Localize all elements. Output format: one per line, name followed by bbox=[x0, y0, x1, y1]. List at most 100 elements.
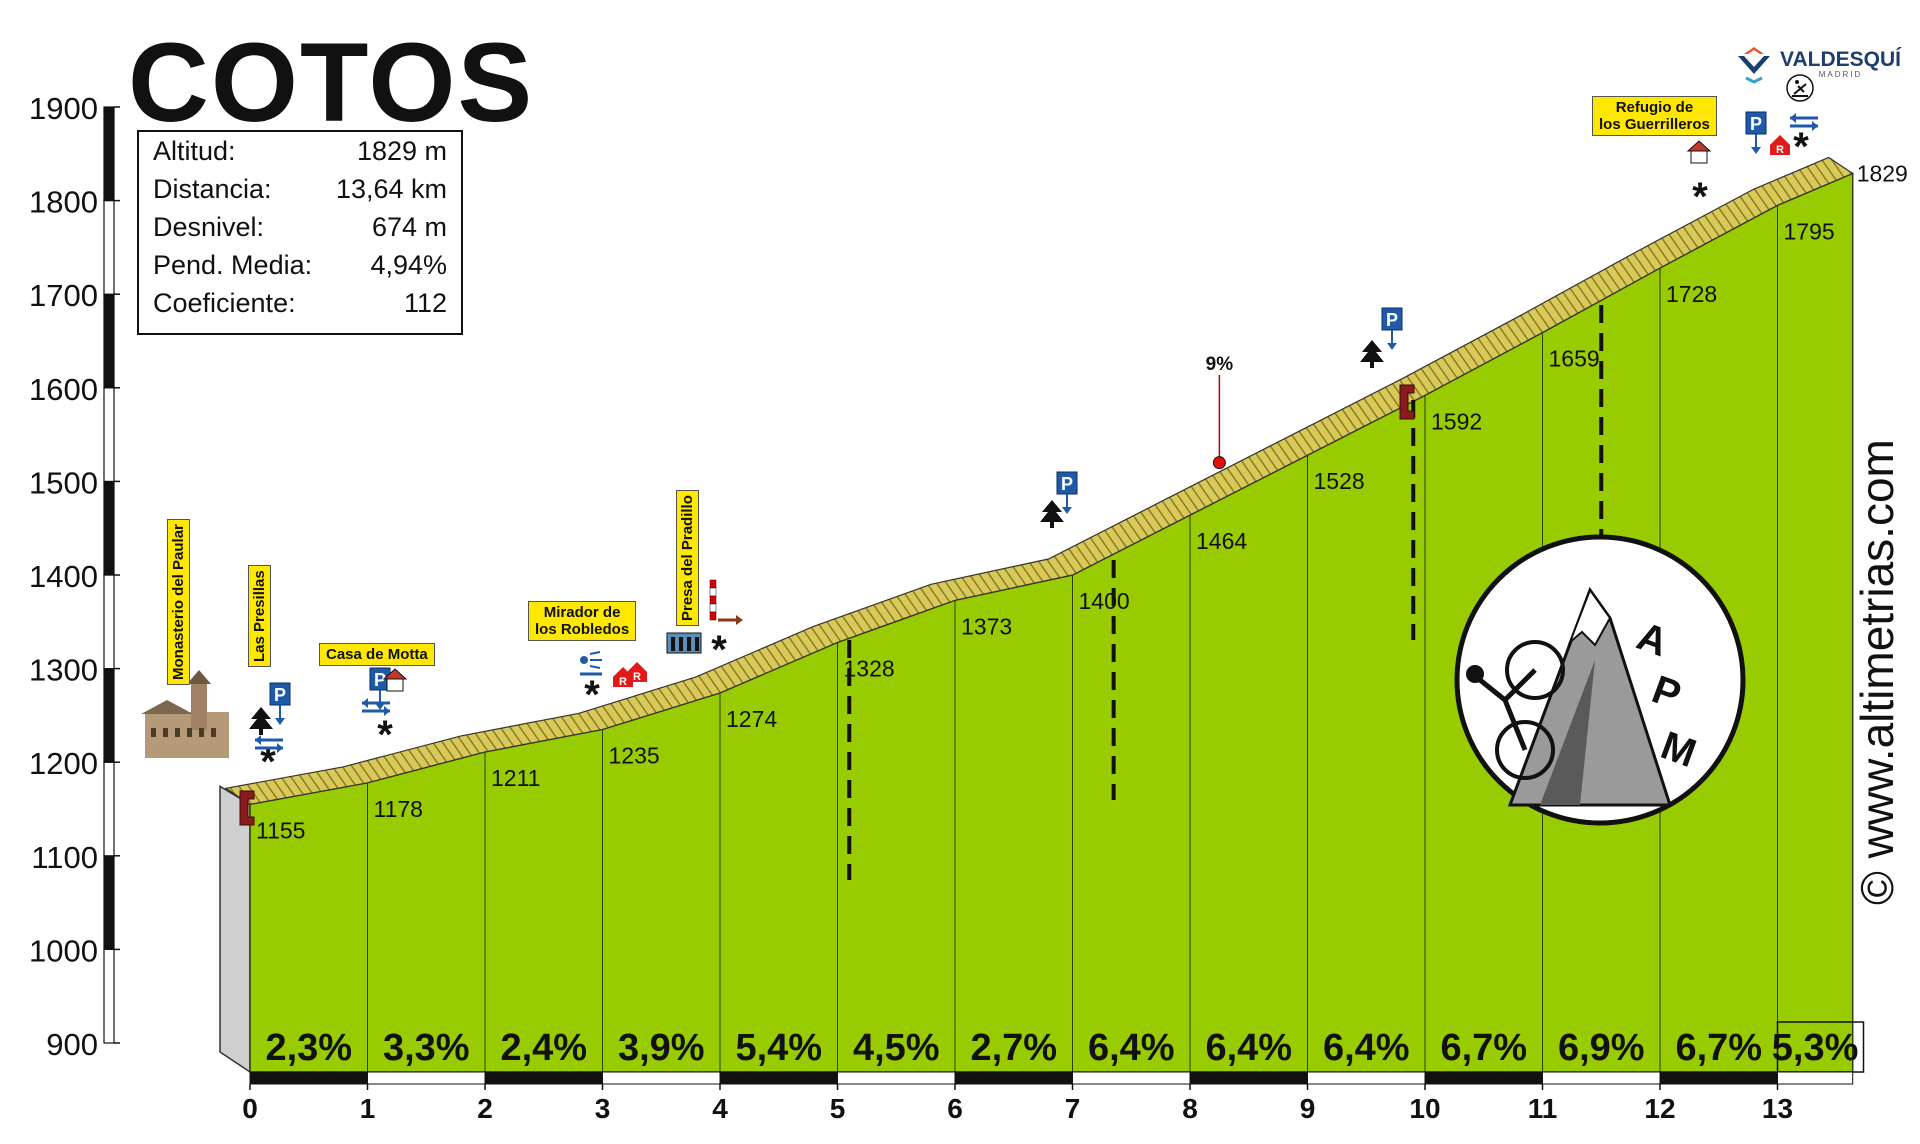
house-icon bbox=[1686, 140, 1712, 164]
parking-icon: P bbox=[1381, 307, 1403, 350]
y-tick-label: 1900 bbox=[29, 91, 98, 126]
x-tick-label: 11 bbox=[1528, 1093, 1558, 1124]
start-marker bbox=[239, 790, 255, 826]
restaurant-icon: R bbox=[627, 662, 647, 683]
gradient-label: 6,4% bbox=[1323, 1027, 1410, 1069]
y-axis-segment bbox=[103, 855, 115, 950]
climb-title: COTOS bbox=[128, 20, 535, 145]
x-tick-label: 3 bbox=[595, 1093, 611, 1124]
altitude-label: 1659 bbox=[1549, 346, 1600, 372]
gradient-label: 6,7% bbox=[1675, 1027, 1762, 1069]
stat-value: 112 bbox=[403, 288, 447, 318]
max-gradient-label: 9% bbox=[1206, 354, 1234, 375]
y-tick-label: 1300 bbox=[29, 653, 98, 688]
y-axis-segment bbox=[103, 106, 115, 202]
x-axis-segment bbox=[367, 1071, 486, 1085]
asterisk-icon: * bbox=[711, 628, 727, 672]
gradient-label: 5,4% bbox=[735, 1027, 822, 1069]
stat-avg-gradient: Pend. Media: 4,94% bbox=[139, 246, 461, 284]
apm-logo: APM bbox=[1454, 534, 1746, 826]
altitude-label: 1235 bbox=[609, 742, 660, 768]
y-tick-label: 1000 bbox=[29, 933, 98, 968]
landmark-mirador-line2: los Robledos bbox=[535, 621, 630, 638]
gradient-label: 2,4% bbox=[500, 1027, 587, 1069]
x-tick-label: 10 bbox=[1409, 1093, 1440, 1124]
y-axis-segment bbox=[103, 667, 115, 763]
x-axis-segment bbox=[249, 1071, 368, 1085]
altitude-label: 1274 bbox=[726, 706, 777, 732]
parking-icon: P bbox=[1745, 111, 1767, 154]
y-axis-segment bbox=[103, 574, 115, 670]
dam-icon bbox=[666, 632, 702, 654]
x-axis-segment bbox=[1424, 1071, 1543, 1085]
asterisk-icon: * bbox=[260, 740, 276, 784]
svg-text:P: P bbox=[274, 685, 286, 705]
stat-label: Altitud: bbox=[153, 136, 236, 166]
km10-marker bbox=[1399, 384, 1415, 420]
y-tick-label: 1500 bbox=[29, 465, 98, 500]
x-axis-segment bbox=[1542, 1071, 1661, 1085]
altitude-label: 1795 bbox=[1784, 218, 1835, 244]
svg-text:R: R bbox=[619, 676, 627, 688]
gradient-label: 6,9% bbox=[1558, 1027, 1645, 1069]
barrier-icon bbox=[709, 579, 743, 625]
stat-value: 4,94% bbox=[370, 250, 447, 280]
gradient-label: 3,3% bbox=[383, 1027, 470, 1069]
y-axis-segment bbox=[103, 761, 115, 857]
access-arrow-icon bbox=[362, 698, 390, 716]
tree-icon bbox=[1040, 500, 1064, 528]
gradient-label: 6,4% bbox=[1205, 1027, 1292, 1069]
stat-value: 674 m bbox=[371, 212, 447, 242]
stat-coefficient: Coeficiente: 112 bbox=[139, 284, 461, 322]
profile-side-panel bbox=[219, 784, 251, 1074]
stat-value: 13,64 km bbox=[335, 174, 447, 204]
x-tick-label: 1 bbox=[360, 1093, 376, 1124]
x-tick-label: 7 bbox=[1065, 1093, 1081, 1124]
y-axis-segment bbox=[103, 387, 115, 482]
tree-icon bbox=[249, 707, 273, 735]
stat-label: Pend. Media: bbox=[153, 250, 313, 280]
stat-label: Distancia: bbox=[153, 174, 272, 204]
stat-label: Desnivel: bbox=[153, 212, 265, 242]
x-axis-segment bbox=[484, 1071, 603, 1085]
gradient-labels: 2,3% 3,3% 2,4% 3,9% 5,4% 4,5% 2,7% 6,4% 6,4% 6,4%… bbox=[265, 1021, 1865, 1073]
asterisk-icon: * bbox=[377, 713, 393, 757]
x-tick-label: 13 bbox=[1762, 1093, 1793, 1124]
stat-altitude: Altitud: 1829 m bbox=[139, 132, 461, 170]
x-tick-label: 8 bbox=[1182, 1093, 1198, 1124]
gradient-label: 6,7% bbox=[1440, 1027, 1527, 1069]
y-axis-segment bbox=[103, 480, 115, 576]
stat-elevation-gain: Desnivel: 674 m bbox=[139, 208, 461, 246]
altitude-label: 1155 bbox=[256, 817, 305, 843]
altitude-labels: 1155 1178 1211 1235 1274 1328 1373 1400 1464 1528… bbox=[256, 160, 1908, 843]
y-tick-label: 1400 bbox=[29, 559, 98, 594]
x-tick-label: 6 bbox=[947, 1093, 963, 1124]
y-axis-segment bbox=[103, 948, 115, 1044]
x-tick-label: 9 bbox=[1300, 1093, 1316, 1124]
copyright-watermark: © www.altimetrias.com bbox=[1851, 439, 1903, 905]
landmark-presa: Presa del Pradillo bbox=[676, 490, 699, 626]
svg-text:R: R bbox=[633, 671, 641, 683]
altitude-label: 1373 bbox=[961, 613, 1012, 639]
altitude-label: 1400 bbox=[1079, 588, 1130, 614]
y-tick-label: 900 bbox=[46, 1027, 98, 1062]
restaurant-icon: R bbox=[1770, 135, 1790, 156]
altitude-label: 1592 bbox=[1431, 408, 1482, 434]
asterisk-icon: * bbox=[1793, 125, 1809, 169]
landmark-mirador: Mirador de los Robledos bbox=[528, 601, 637, 641]
stats-panel: Altitud: 1829 m Distancia: 13,64 km Desniv… bbox=[137, 130, 463, 335]
landmark-refugio: Refugio de los Guerrilleros bbox=[1592, 96, 1717, 136]
y-axis-bar bbox=[103, 106, 115, 1044]
landmark-presillas: Las Presillas bbox=[248, 565, 271, 667]
valdesqui-logo-icon bbox=[1738, 47, 1770, 84]
max-gradient-point bbox=[1212, 456, 1226, 470]
landmark-monasterio: Monasterio del Paular bbox=[167, 519, 190, 685]
tree-icon bbox=[1360, 340, 1384, 368]
access-arrow-icon bbox=[255, 735, 283, 753]
landmark-motta: Casa de Motta bbox=[319, 643, 435, 666]
brand-name: VALDESQUÍ bbox=[1780, 47, 1901, 71]
valdesqui-logo: VALDESQUÍ MADRID bbox=[1734, 40, 1901, 88]
viewpoint-icon bbox=[580, 651, 602, 676]
x-axis-segment bbox=[1072, 1071, 1191, 1085]
monastery-photo bbox=[137, 670, 235, 760]
